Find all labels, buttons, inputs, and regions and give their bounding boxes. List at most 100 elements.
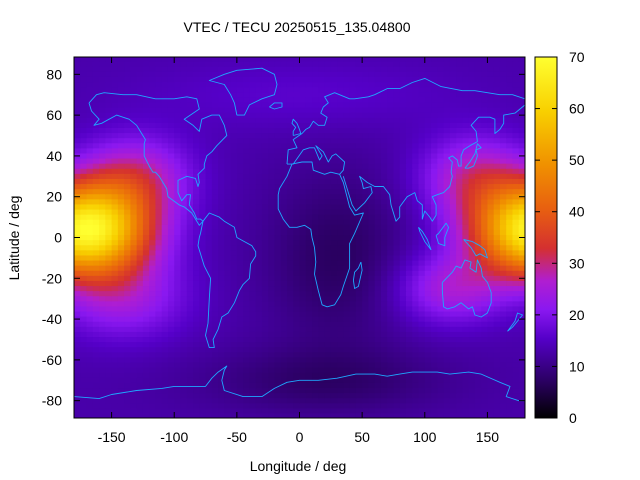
heatmap-cell xyxy=(268,412,276,418)
heatmap-cell xyxy=(343,96,351,103)
heatmap-cell xyxy=(431,382,438,389)
heatmap-cell xyxy=(130,214,138,220)
heatmap-cell xyxy=(368,397,376,404)
heatmap-cell xyxy=(230,183,238,190)
heatmap-cell xyxy=(211,341,219,348)
heatmap-cell xyxy=(117,356,125,363)
heatmap-cell xyxy=(493,168,501,174)
heatmap-cell xyxy=(424,163,432,169)
heatmap-cell xyxy=(474,168,482,174)
heatmap-cell xyxy=(117,163,125,169)
heatmap-cell xyxy=(80,265,88,271)
heatmap-cell xyxy=(462,346,470,353)
heatmap-cell xyxy=(155,132,163,139)
heatmap-cell xyxy=(318,270,326,276)
heatmap-cell xyxy=(286,387,294,394)
heatmap-cell xyxy=(493,127,501,134)
heatmap-cell xyxy=(368,96,376,103)
heatmap-cell xyxy=(456,249,463,256)
heatmap-cell xyxy=(167,407,175,414)
heatmap-cell xyxy=(362,305,369,312)
heatmap-cell xyxy=(481,280,489,287)
heatmap-cell xyxy=(130,157,138,164)
heatmap-cell xyxy=(80,208,88,215)
heatmap-cell xyxy=(512,168,520,174)
heatmap-cell xyxy=(380,285,388,292)
heatmap-cell xyxy=(142,402,150,409)
heatmap-cell xyxy=(286,367,294,373)
heatmap-cell xyxy=(418,310,426,317)
heatmap-cell xyxy=(506,178,514,185)
heatmap-cell xyxy=(199,91,207,98)
heatmap-cell xyxy=(493,285,501,292)
heatmap-cell xyxy=(474,112,482,118)
heatmap-cell xyxy=(149,341,157,348)
heatmap-cell xyxy=(380,397,388,404)
heatmap-cell xyxy=(318,356,326,363)
heatmap-cell xyxy=(174,147,182,154)
heatmap-cell xyxy=(293,387,301,394)
heatmap-cell xyxy=(499,173,507,179)
heatmap-cell xyxy=(362,224,369,230)
heatmap-cell xyxy=(337,198,344,205)
heatmap-cell xyxy=(280,265,288,271)
heatmap-cell xyxy=(337,305,344,312)
heatmap-cell xyxy=(337,280,344,287)
heatmap-cell xyxy=(456,122,463,128)
heatmap-cell xyxy=(180,188,188,195)
heatmap-cell xyxy=(349,249,357,256)
heatmap-cell xyxy=(268,270,276,276)
heatmap-cell xyxy=(130,270,138,276)
heatmap-cell xyxy=(487,387,495,394)
heatmap-cell xyxy=(274,326,282,332)
heatmap-cell xyxy=(218,412,225,418)
heatmap-cell xyxy=(437,300,445,307)
heatmap-cell xyxy=(92,203,100,210)
heatmap-cell xyxy=(343,316,351,322)
heatmap-cell xyxy=(474,356,482,363)
heatmap-cell xyxy=(92,229,100,236)
heatmap-cell xyxy=(305,351,313,358)
heatmap-cell xyxy=(130,71,138,77)
heatmap-cell xyxy=(412,356,420,363)
heatmap-cell xyxy=(399,188,407,195)
heatmap-cell xyxy=(211,244,219,251)
heatmap-cell xyxy=(280,377,288,383)
heatmap-cell xyxy=(136,402,144,409)
heatmap-cell xyxy=(462,163,470,169)
heatmap-cell xyxy=(431,244,438,251)
heatmap-cell xyxy=(374,280,382,287)
heatmap-cell xyxy=(362,132,369,139)
heatmap-cell xyxy=(474,361,482,368)
heatmap-cell xyxy=(506,168,514,174)
heatmap-cell xyxy=(424,310,432,317)
heatmap-cell xyxy=(124,392,131,399)
heatmap-cell xyxy=(349,157,357,164)
heatmap-cell xyxy=(86,407,94,414)
heatmap-cell xyxy=(236,137,244,144)
heatmap-cell xyxy=(92,356,100,363)
heatmap-cell xyxy=(318,336,326,343)
heatmap-cell xyxy=(412,259,420,266)
heatmap-cell xyxy=(518,122,525,128)
heatmap-cell xyxy=(330,367,338,373)
heatmap-cell xyxy=(349,331,357,338)
heatmap-cell xyxy=(312,336,319,343)
heatmap-cell xyxy=(174,372,182,378)
heatmap-cell xyxy=(349,295,357,302)
heatmap-cell xyxy=(211,66,219,72)
heatmap-cell xyxy=(243,127,250,134)
heatmap-cell xyxy=(92,147,100,154)
heatmap-cell xyxy=(362,117,369,123)
heatmap-cell xyxy=(499,122,507,128)
heatmap-cell xyxy=(149,356,157,363)
heatmap-cell xyxy=(324,310,332,317)
heatmap-cell xyxy=(512,310,520,317)
heatmap-cell xyxy=(149,163,157,169)
heatmap-cell xyxy=(462,203,470,210)
heatmap-cell xyxy=(218,321,225,327)
heatmap-cell xyxy=(362,183,369,190)
heatmap-cell xyxy=(380,239,388,246)
heatmap-cell xyxy=(499,387,507,394)
heatmap-cell xyxy=(424,122,432,128)
